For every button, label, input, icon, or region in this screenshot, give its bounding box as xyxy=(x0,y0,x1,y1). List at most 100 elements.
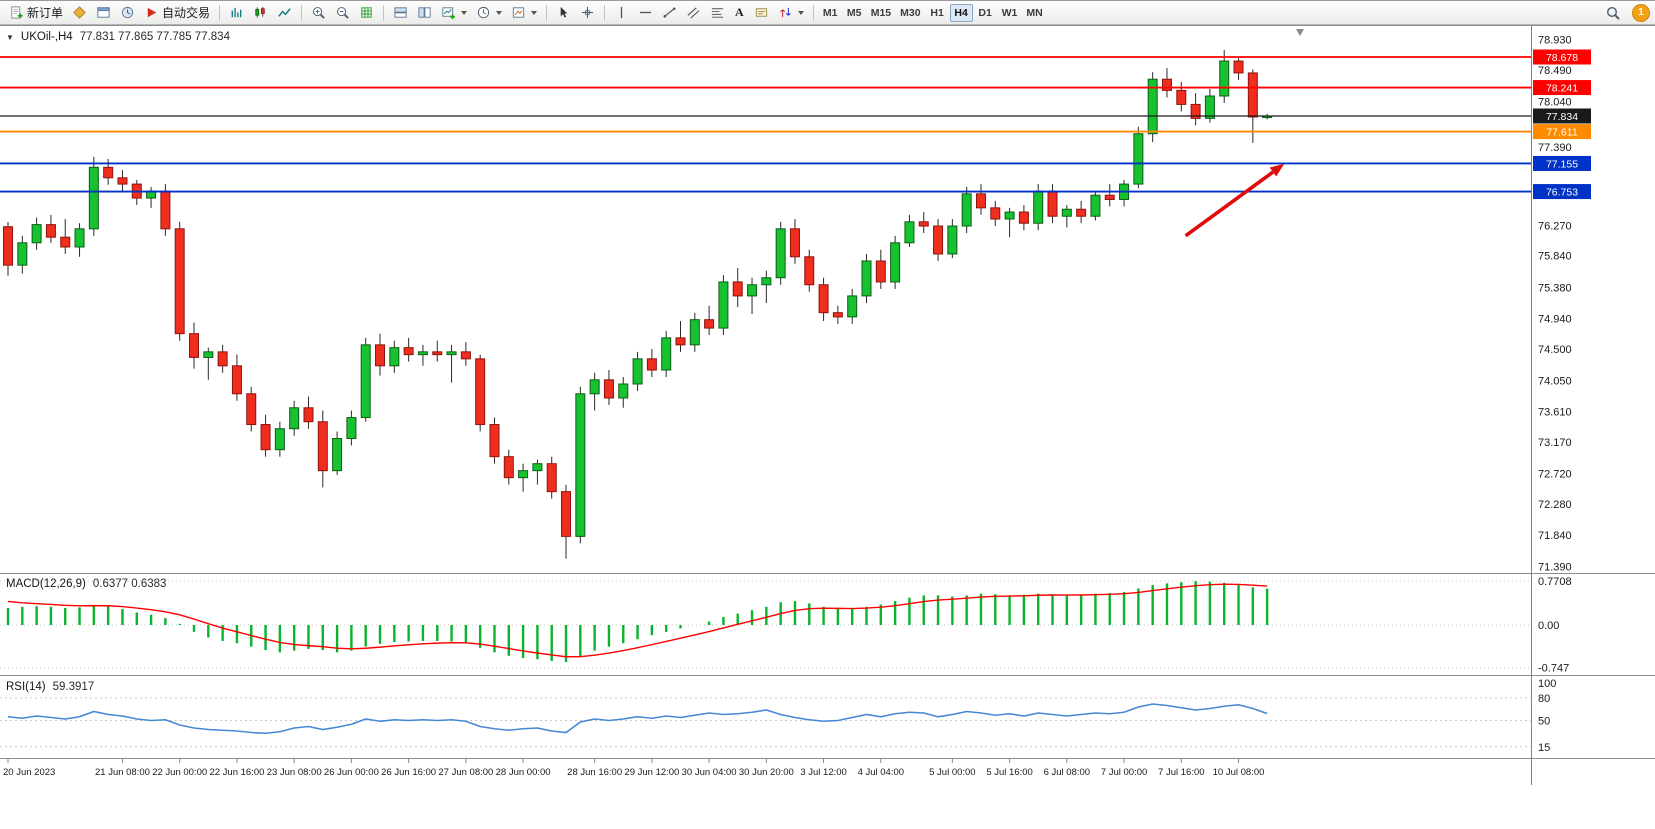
candle-bearish xyxy=(3,226,13,266)
chart-shift-marker[interactable] xyxy=(1296,29,1304,36)
template-button[interactable] xyxy=(507,3,541,23)
cursor-tool-button[interactable] xyxy=(552,3,575,23)
price-badge xyxy=(1533,184,1591,200)
channel-tool-button[interactable] xyxy=(682,3,705,23)
candle-bearish xyxy=(303,407,314,423)
candle-bullish xyxy=(360,344,371,419)
arrows-tool-button[interactable] xyxy=(774,3,808,23)
trend-arrow-annotation[interactable] xyxy=(1184,170,1275,238)
autotrading-label: 自动交易 xyxy=(162,6,211,20)
candle-bullish xyxy=(847,295,858,318)
candle-bullish xyxy=(1133,133,1144,185)
timeframe-m15[interactable]: M15 xyxy=(867,4,895,22)
notification-badge[interactable]: 1 xyxy=(1632,3,1650,22)
candle-bullish xyxy=(589,379,600,395)
fibonacci-tool-button[interactable] xyxy=(706,3,729,23)
candle-bullish xyxy=(532,463,543,472)
price-axis-tick: 73.170 xyxy=(1538,437,1572,449)
bar-chart-mode-button[interactable] xyxy=(225,3,248,23)
main-toolbar: 新订单 自动交易 xyxy=(0,1,1655,25)
price-axis-tick: 76.270 xyxy=(1538,220,1572,232)
navigator-button[interactable] xyxy=(116,3,139,23)
time-axis-label: 20 Jun 2023 xyxy=(3,767,55,778)
navigator-icon xyxy=(121,6,134,19)
tile-windows-horizontal-button[interactable] xyxy=(389,3,412,23)
market-watch-button[interactable] xyxy=(68,3,91,23)
price-axis-tick: 74.940 xyxy=(1538,313,1572,325)
timeframe-m5[interactable]: M5 xyxy=(843,4,866,22)
fibonacci-icon xyxy=(711,8,724,18)
autotrading-button[interactable]: 自动交易 xyxy=(140,3,214,23)
candle-bullish xyxy=(747,284,758,297)
toolbar-separator xyxy=(301,4,303,21)
timeframe-h4[interactable]: H4 xyxy=(949,3,973,22)
candle-bearish xyxy=(1047,190,1058,217)
data-window-button[interactable] xyxy=(92,3,115,23)
price-axis-tick: 74.500 xyxy=(1538,344,1572,356)
timeframe-h1[interactable]: H1 xyxy=(926,4,949,22)
zoom-out-icon xyxy=(337,7,349,19)
candle-bearish xyxy=(1247,72,1258,118)
zoom-in-button[interactable] xyxy=(307,3,330,23)
text-tool-button[interactable]: A xyxy=(730,3,749,23)
time-axis-label: 26 Jun 00:00 xyxy=(324,767,379,778)
new-chart-button[interactable] xyxy=(437,3,471,23)
time-axis-label: 28 Jun 00:00 xyxy=(496,767,551,778)
time-axis-label: 3 Jul 12:00 xyxy=(800,767,846,778)
chart-collapse-icon[interactable]: ▼ xyxy=(6,32,14,42)
search-button[interactable] xyxy=(1601,3,1625,23)
zoom-out-button[interactable] xyxy=(331,3,354,23)
new-order-button[interactable]: 新订单 xyxy=(5,3,67,23)
tile-horizontal-icon xyxy=(394,7,407,18)
zoom-in-icon xyxy=(313,7,325,19)
candle-bearish xyxy=(432,351,443,356)
horizontal-line-tool-button[interactable] xyxy=(634,3,657,23)
trendline-tool-button[interactable] xyxy=(658,3,681,23)
macd-panel[interactable] xyxy=(0,580,1531,669)
line-chart-icon xyxy=(278,8,291,17)
candle-bullish xyxy=(618,383,629,399)
rsi-panel[interactable] xyxy=(0,697,1531,748)
price-axis-tick: 78.040 xyxy=(1538,97,1572,109)
price-badge-label: 77.155 xyxy=(1546,158,1578,170)
candle-bearish xyxy=(489,424,500,458)
time-axis-label: 7 Jul 00:00 xyxy=(1101,767,1147,778)
main-plot[interactable] xyxy=(0,29,1531,559)
price-badge-label: 77.834 xyxy=(1546,111,1578,123)
price-axis[interactable]: 78.678 78.241 77.834 77.611 77.155 76.753 0.77… xyxy=(1533,34,1591,754)
price-badge xyxy=(1533,124,1591,140)
toolbar-separator xyxy=(812,4,814,21)
price-axis-tick: 75.380 xyxy=(1538,283,1572,295)
timeframe-mn[interactable]: MN xyxy=(1022,4,1046,22)
rsi-axis-label: 100 xyxy=(1538,678,1556,690)
price-axis-tick: 77.390 xyxy=(1538,142,1572,154)
candle-bullish xyxy=(88,166,99,230)
candle-bullish xyxy=(575,393,586,537)
crosshair-tool-button[interactable] xyxy=(576,3,599,23)
timeframe-m30[interactable]: M30 xyxy=(896,4,924,22)
vertical-line-tool-button[interactable] xyxy=(610,3,633,23)
price-badge xyxy=(1533,155,1591,171)
chart-canvas[interactable]: 78.678 78.241 77.834 77.611 77.155 76.753 0.77… xyxy=(0,25,1655,829)
candlestick-mode-button[interactable] xyxy=(249,3,272,23)
new-order-label: 新订单 xyxy=(27,6,64,20)
timeframe-d1[interactable]: D1 xyxy=(974,4,997,22)
timeframe-m1[interactable]: M1 xyxy=(819,4,842,22)
candle-bullish xyxy=(689,319,700,346)
price-axis-tick: 74.050 xyxy=(1538,376,1572,388)
candle-bullish xyxy=(31,224,42,244)
tile-windows-vertical-button[interactable] xyxy=(413,3,436,23)
macd-axis-label: -0.747 xyxy=(1538,663,1569,675)
grid-button[interactable] xyxy=(355,3,378,23)
data-window-icon xyxy=(97,7,110,18)
candle-bearish xyxy=(832,312,843,318)
candle-bearish xyxy=(818,284,829,314)
timeframe-w1[interactable]: W1 xyxy=(998,4,1022,22)
line-chart-mode-button[interactable] xyxy=(273,3,296,23)
time-axis[interactable]: 20 Jun 2023 21 Jun 08:00 22 Jun 00:00 22 Ju… xyxy=(3,759,1264,778)
period-button[interactable] xyxy=(472,3,506,23)
time-axis-label: 5 Jul 16:00 xyxy=(986,767,1032,778)
candle-bullish xyxy=(1061,208,1072,217)
candle-bullish xyxy=(346,417,357,440)
label-tool-button[interactable] xyxy=(750,3,773,23)
